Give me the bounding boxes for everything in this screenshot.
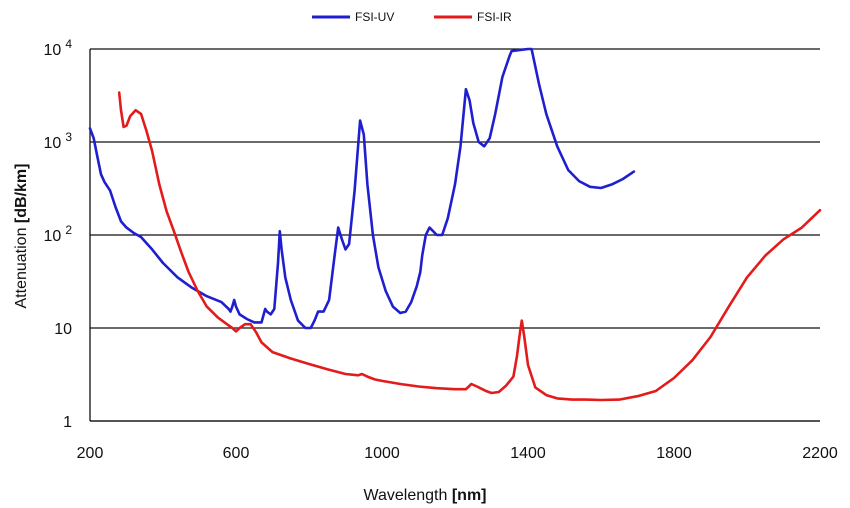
legend-label-fsi-ir: FSI-IR xyxy=(477,10,512,24)
series-line-fsi-ir xyxy=(117,91,822,402)
series-line-fsi-uv xyxy=(88,47,636,330)
x-axis-title: Wavelength [nm] xyxy=(364,487,487,504)
x-tick-label: 2200 xyxy=(802,445,838,462)
series-layer xyxy=(88,47,822,402)
x-tick-label: 600 xyxy=(223,445,250,462)
y-tick-label: 1 xyxy=(63,414,72,431)
x-tick-labels: 200 600 1000 1400 1800 2200 xyxy=(77,445,838,462)
y-tick-label: 10 xyxy=(54,321,72,338)
y-tick-label: 10 4 xyxy=(44,37,73,59)
legend: FSI-UV FSI-IR xyxy=(312,10,512,24)
legend-label-fsi-uv: FSI-UV xyxy=(355,10,394,24)
x-tick-label: 1800 xyxy=(656,445,692,462)
y-tick-label: 10 2 xyxy=(44,223,73,245)
y-tick-label: 10 3 xyxy=(44,130,73,152)
y-axis-title: Attenuation [dB/km] xyxy=(13,164,30,309)
x-tick-label: 1000 xyxy=(364,445,400,462)
x-tick-label: 1400 xyxy=(510,445,546,462)
grid xyxy=(89,48,820,422)
x-tick-label: 200 xyxy=(77,445,104,462)
